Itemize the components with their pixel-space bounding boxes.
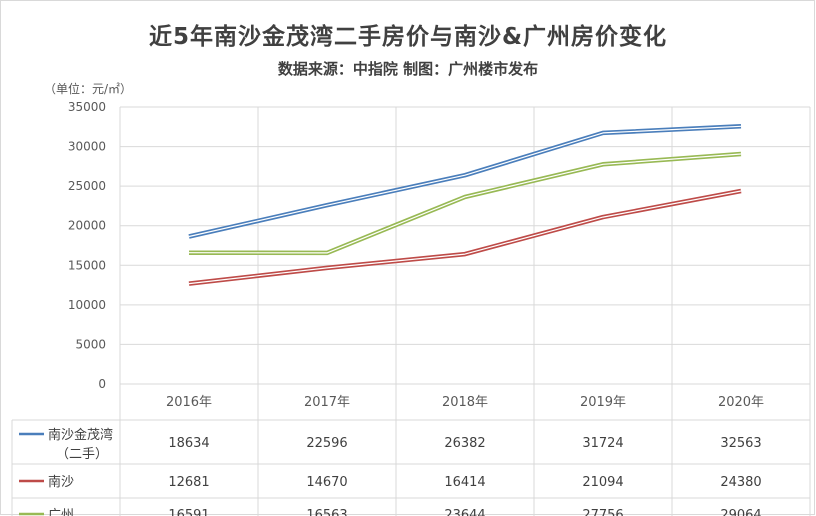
legend-label-sub: （二手） [56, 447, 108, 462]
y-tick-label: 15000 [68, 258, 106, 272]
y-tick-label: 0 [98, 377, 106, 391]
data-cell: 31724 [582, 436, 623, 451]
data-cell: 16414 [444, 475, 485, 490]
x-tick-label: 2018年 [442, 395, 488, 410]
series-line [189, 191, 741, 284]
y-tick-label: 10000 [68, 298, 106, 312]
y-tick-label: 35000 [68, 100, 106, 114]
series-line [189, 126, 741, 236]
series-lines [189, 126, 741, 284]
data-cell: 21094 [582, 475, 623, 490]
x-tick-label: 2016年 [166, 395, 212, 410]
x-tick-label: 2019年 [580, 395, 626, 410]
legend-label: 广州 [48, 508, 74, 516]
y-tick-label: 20000 [68, 219, 106, 233]
data-cell: 32563 [720, 436, 761, 451]
data-cell: 16563 [306, 508, 347, 516]
data-cell: 18634 [168, 436, 209, 451]
data-cell: 27756 [582, 508, 623, 516]
x-tick-label: 2017年 [304, 395, 350, 410]
legend-label: 南沙 [48, 474, 74, 490]
x-tick-label: 2020年 [718, 395, 764, 410]
y-tick-label: 30000 [68, 140, 106, 154]
data-cell: 23644 [444, 508, 485, 516]
y-tick-label: 25000 [68, 179, 106, 193]
data-cell: 12681 [168, 475, 209, 490]
legend-label: 南沙金茂湾 [48, 427, 113, 443]
data-cell: 14670 [306, 475, 347, 490]
series-line-highlight [189, 154, 741, 253]
gridlines [120, 107, 810, 384]
series-line [189, 154, 741, 253]
data-cell: 29064 [720, 508, 761, 516]
data-cell: 24380 [720, 475, 761, 490]
data-cell: 16591 [168, 508, 209, 516]
y-tick-label: 5000 [75, 337, 106, 351]
data-cell: 26382 [444, 436, 485, 451]
y-axis: 0 5000 10000 15000 20000 25000 30000 35000 [68, 100, 106, 391]
data-cell: 22596 [306, 436, 347, 451]
